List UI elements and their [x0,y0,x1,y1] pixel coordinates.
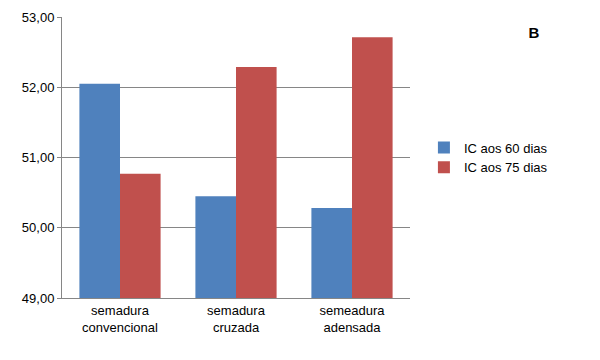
svg-text:IC aos 75 dias: IC aos 75 dias [464,160,548,175]
svg-text:53,00: 53,00 [22,10,55,25]
svg-text:52,00: 52,00 [22,80,55,95]
svg-text:semaduraconvencional: semaduraconvencional [82,303,158,335]
svg-text:49,00: 49,00 [22,291,55,306]
svg-text:semeaduraadensada: semeaduraadensada [319,303,385,335]
svg-text:semaduracruzada: semaduracruzada [207,303,266,335]
svg-text:51,00: 51,00 [22,150,55,165]
svg-text:50,00: 50,00 [22,220,55,235]
svg-text:IC aos 60 dias: IC aos 60 dias [464,141,548,156]
svg-text:B: B [529,24,540,41]
